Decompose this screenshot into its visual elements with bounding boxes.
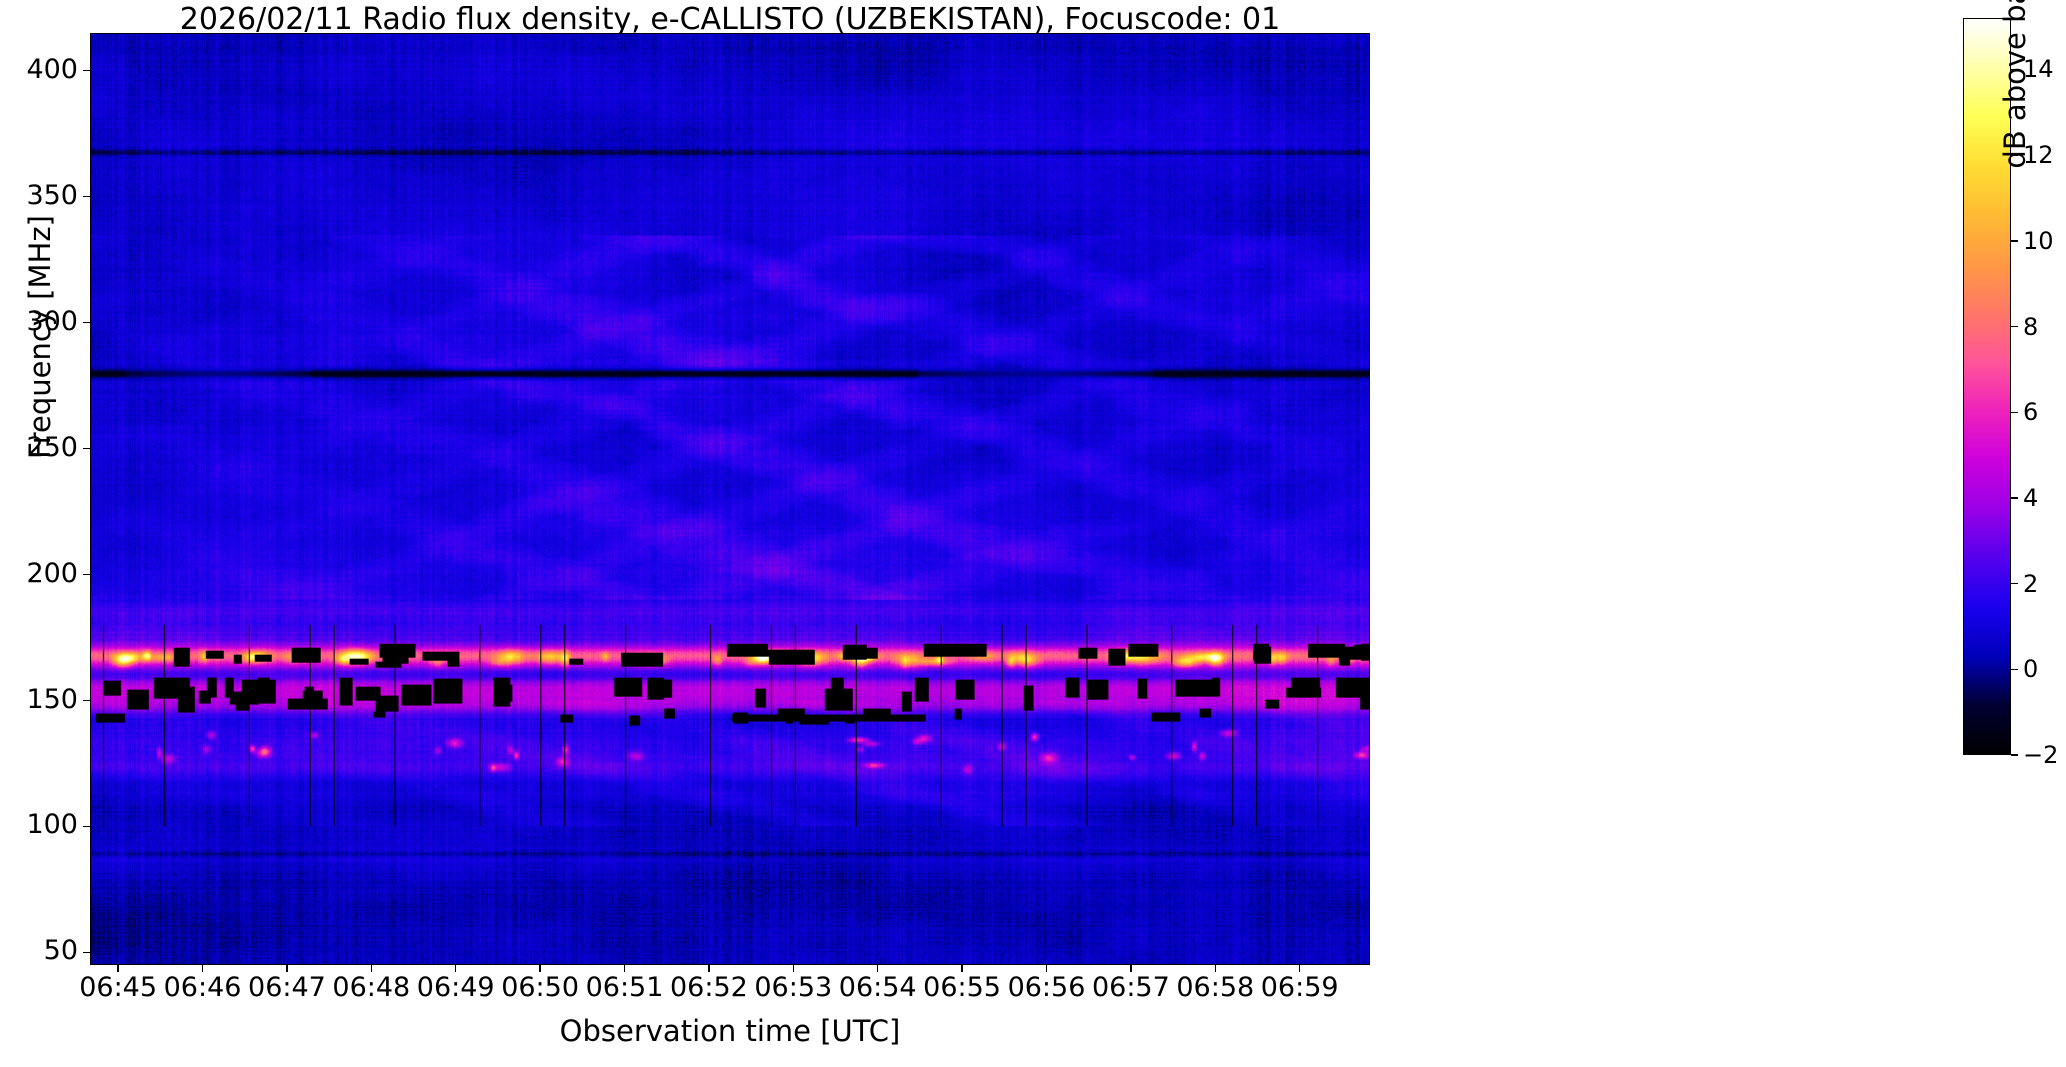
x-tick-label: 06:49 [416, 972, 495, 1003]
x-tick-label: 06:51 [585, 972, 664, 1003]
colorbar-tick-label: 12 [2023, 141, 2054, 170]
y-tick-label: 100 [26, 809, 78, 841]
colorbar-tick-label: 2 [2023, 569, 2039, 598]
x-tick-mark [201, 965, 204, 972]
colorbar-tick-mark [2011, 154, 2018, 156]
x-tick-mark [1298, 965, 1301, 972]
y-tick-mark [83, 447, 90, 450]
colorbar-tick-mark [2011, 240, 2018, 242]
x-tick-label: 06:57 [1091, 972, 1170, 1003]
y-tick-label: 250 [26, 431, 78, 463]
x-tick-mark [1214, 965, 1216, 972]
x-tick-mark [961, 965, 963, 972]
y-tick-label: 50 [43, 935, 78, 967]
colorbar-tick-label: −2 [2023, 741, 2059, 769]
x-tick-label: 06:55 [923, 972, 1001, 1003]
colorbar[interactable] [1963, 18, 2011, 755]
y-tick-mark [83, 951, 90, 954]
x-tick-label: 06:53 [754, 972, 833, 1003]
x-tick-label: 06:56 [1007, 972, 1086, 1003]
x-tick-label: 06:45 [79, 972, 158, 1003]
x-tick-mark [1130, 965, 1132, 972]
x-tick-mark [539, 965, 541, 972]
x-tick-mark [455, 965, 457, 972]
y-tick-label: 350 [26, 179, 78, 211]
page-title: 2026/02/11 Radio flux density, e-CALLIST… [179, 2, 1281, 37]
colorbar-tick-label: 0 [2023, 655, 2039, 684]
y-axis-label: Frequency [MHz] [23, 215, 57, 459]
colorbar-gradient [1963, 18, 2011, 755]
y-tick-mark [83, 70, 90, 72]
colorbar-tick-label: 4 [2023, 483, 2039, 512]
colorbar-tick-mark [2011, 497, 2018, 499]
x-tick-mark [370, 965, 372, 972]
y-tick-label: 200 [26, 557, 78, 589]
colorbar-label: dB above background [1998, 0, 2032, 169]
y-tick-mark [83, 321, 90, 324]
x-tick-label: 06:54 [838, 972, 917, 1003]
y-tick-label: 400 [26, 53, 78, 85]
y-tick-label: 150 [26, 683, 78, 715]
x-tick-mark [623, 965, 626, 972]
y-tick-mark [83, 196, 90, 198]
x-tick-mark [876, 965, 879, 972]
colorbar-tick-mark [2011, 411, 2018, 413]
x-tick-mark [286, 965, 288, 972]
colorbar-tick-mark [2011, 754, 2018, 756]
x-tick-mark [792, 965, 794, 972]
y-tick-mark [83, 573, 90, 576]
colorbar-tick-mark [2011, 325, 2018, 328]
spectrogram-image [91, 34, 1369, 964]
x-tick-label: 06:46 [163, 972, 242, 1003]
x-tick-label: 06:52 [669, 972, 748, 1003]
spectrogram-axes[interactable] [90, 33, 1370, 965]
y-tick-label: 300 [26, 305, 78, 337]
x-tick-mark [1045, 965, 1048, 972]
colorbar-tick-mark [2011, 68, 2018, 71]
x-tick-label: 06:50 [501, 972, 580, 1003]
colorbar-tick-label: 6 [2023, 398, 2039, 427]
x-tick-label: 06:48 [332, 972, 411, 1003]
colorbar-tick-label: 14 [2023, 55, 2054, 84]
x-tick-mark [117, 965, 119, 972]
y-tick-mark [83, 825, 90, 828]
y-tick-mark [83, 699, 90, 702]
x-tick-label: 06:59 [1260, 972, 1339, 1003]
colorbar-tick-label: 8 [2023, 312, 2039, 341]
colorbar-tick-label: 10 [2023, 226, 2054, 255]
x-tick-label: 06:47 [248, 972, 326, 1003]
colorbar-tick-mark [2011, 582, 2018, 585]
x-axis-label: Observation time [UTC] [559, 1014, 901, 1048]
x-tick-mark [708, 965, 710, 972]
colorbar-tick-mark [2011, 668, 2018, 670]
x-tick-label: 06:58 [1176, 972, 1255, 1003]
